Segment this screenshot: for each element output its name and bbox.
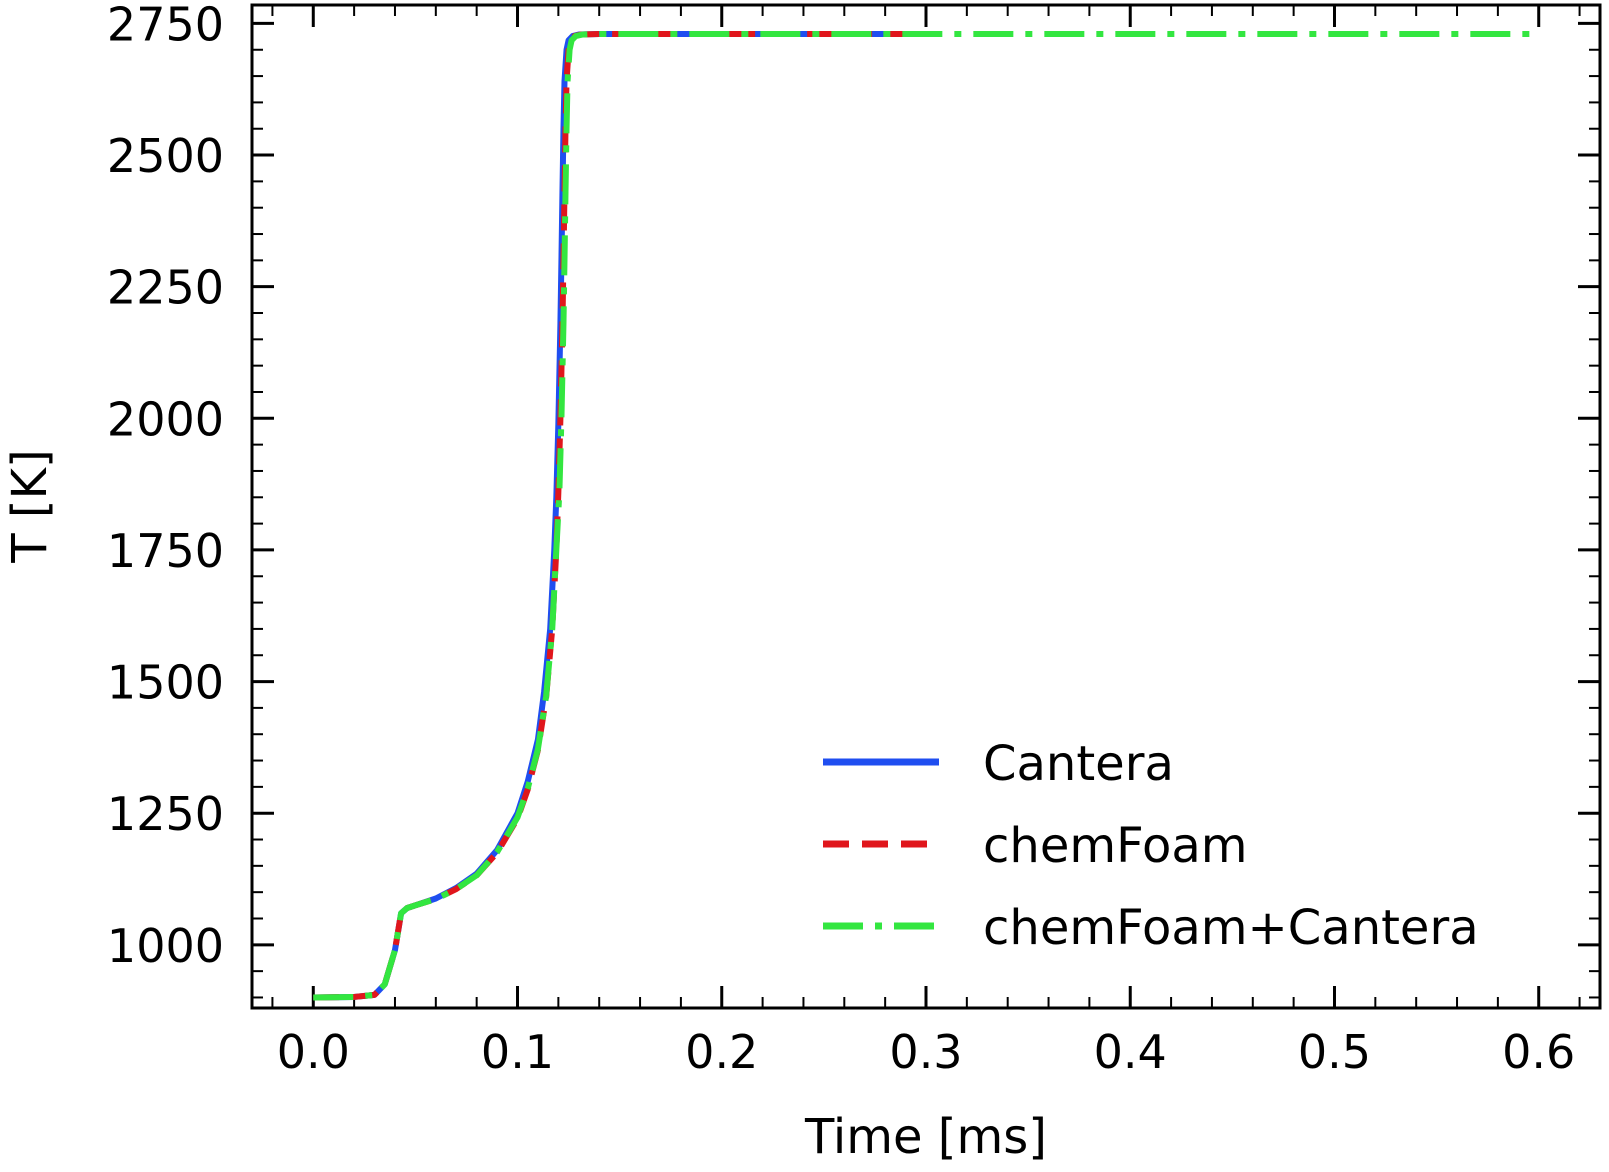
y-tick-label: 2250 [107, 261, 224, 315]
x-tick-label: 0.3 [889, 1025, 962, 1079]
x-tick-label: 0.2 [685, 1025, 758, 1079]
y-tick-label: 1500 [107, 656, 224, 710]
y-tick-label: 1000 [107, 919, 224, 973]
legend-label-chemfoam-cantera: chemFoam+Cantera [983, 900, 1479, 956]
x-tick-label: 0.0 [277, 1025, 350, 1079]
y-tick-labels: 1000 1250 1500 1750 2000 2250 2500 2750 [107, 0, 224, 973]
x-tick-label: 0.1 [481, 1025, 554, 1079]
legend-label-cantera: Cantera [983, 736, 1174, 792]
y-tick-label: 1250 [107, 787, 224, 841]
x-tick-label: 0.5 [1298, 1025, 1371, 1079]
series-line-chemfoam-cantera [313, 30, 1539, 1001]
y-tick-label: 2000 [107, 392, 224, 446]
x-axis-title: Time [ms] [804, 1109, 1047, 1165]
y-tick-label: 1750 [107, 524, 224, 578]
plot-series [313, 30, 1539, 1001]
x-tick-label: 0.6 [1502, 1025, 1575, 1079]
axis-ticks [252, 5, 1600, 1008]
plot-frame [250, 3, 1602, 1010]
y-tick-label: 2500 [107, 129, 224, 183]
legend: Cantera chemFoam chemFoam+Cantera [823, 736, 1479, 956]
x-tick-labels: 0.0 0.1 0.2 0.3 0.4 0.5 0.6 [277, 1025, 1576, 1079]
y-tick-label: 2750 [107, 0, 224, 51]
legend-label-chemfoam: chemFoam [983, 818, 1248, 874]
x-tick-label: 0.4 [1094, 1025, 1167, 1079]
y-axis-title: T [K] [2, 449, 58, 564]
